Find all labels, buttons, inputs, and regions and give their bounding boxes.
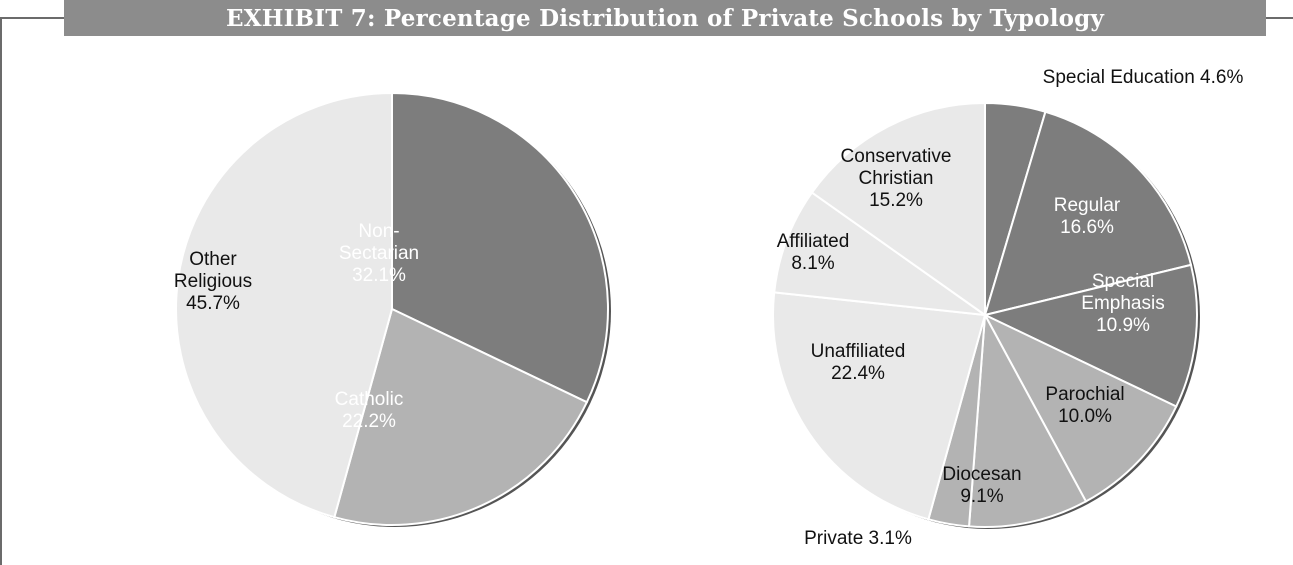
slice-label: Special Education 4.6% xyxy=(1043,67,1244,88)
slice-label: Non-Sectarian 32.1% xyxy=(339,221,419,286)
slice-label: Special Emphasis 10.9% xyxy=(1081,271,1164,336)
pie-chart-1: Non-Sectarian 32.1% Catholic 22.2% Other Reli… xyxy=(174,91,611,527)
pie-slice xyxy=(983,110,1193,317)
slice-label: Conservative Christian 15.2% xyxy=(841,146,952,211)
slice-label: Affiliated 8.1% xyxy=(777,231,850,274)
slice-label: Other Religious 45.7% xyxy=(174,249,252,314)
pie-slice xyxy=(333,307,589,526)
slice-label: Unaffiliated 22.4% xyxy=(811,341,906,384)
frame-top-left xyxy=(0,17,64,19)
pie-slice xyxy=(773,191,989,317)
pie-slice xyxy=(967,311,1088,528)
slice-label: Regular 16.6% xyxy=(1054,195,1121,238)
pie-slice xyxy=(391,91,609,404)
pie-slice xyxy=(810,101,986,317)
slice-label: Private 3.1% xyxy=(804,528,912,549)
frame-top-right xyxy=(1266,17,1293,19)
pie-slice xyxy=(772,291,987,521)
slice-label: Catholic 22.2% xyxy=(335,389,404,432)
pie-slice xyxy=(175,91,393,519)
pie-slice xyxy=(982,312,1178,503)
title-bar: EXHIBIT 7: Percentage Distribution of Pr… xyxy=(64,0,1266,36)
pie-chart-2: Special Education 4.6% Regular 16.6% Specia… xyxy=(772,67,1244,549)
slice-label: Parochial 10.0% xyxy=(1045,384,1124,427)
chart-title: EXHIBIT 7: Percentage Distribution of Pr… xyxy=(225,4,1105,32)
slice-label: Diocesan 9.1% xyxy=(942,464,1021,507)
pie-slice xyxy=(982,263,1198,408)
frame-left xyxy=(0,17,2,565)
